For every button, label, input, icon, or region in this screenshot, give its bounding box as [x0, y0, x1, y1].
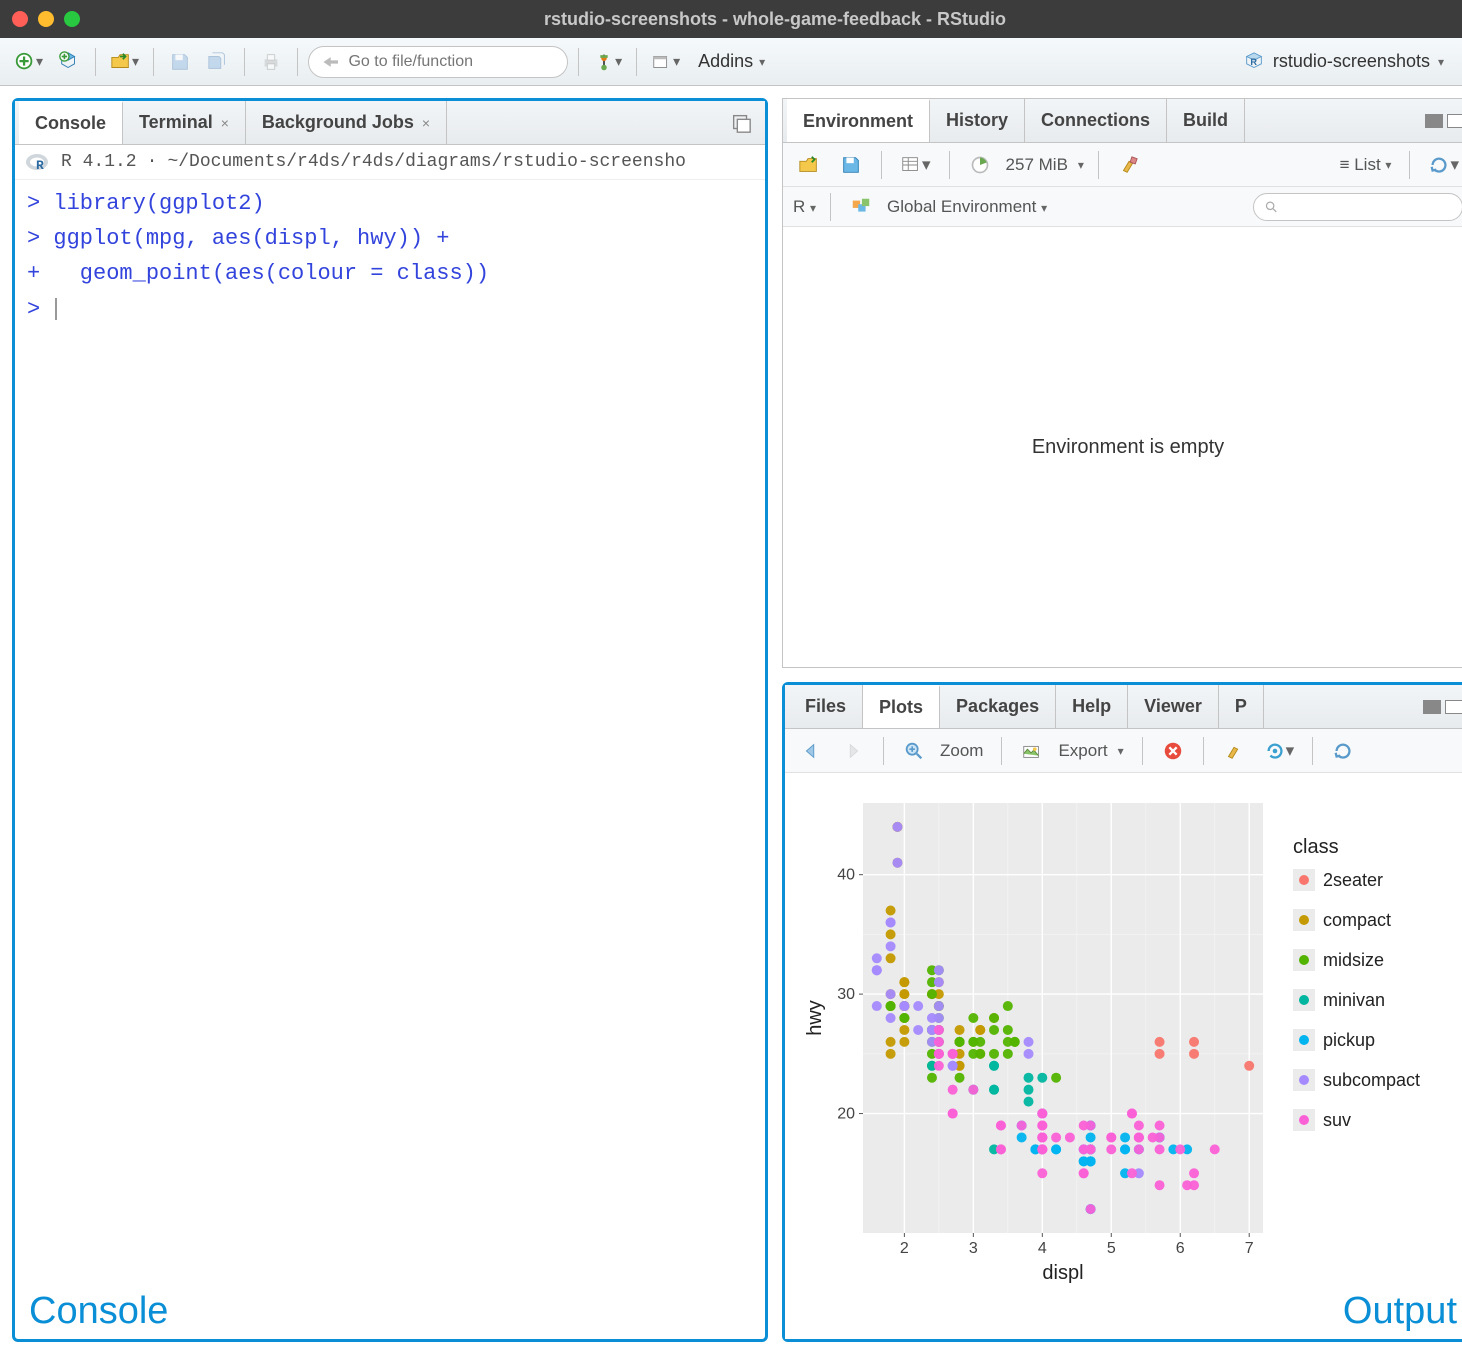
open-file-button[interactable]: ▾	[106, 46, 143, 78]
svg-text:R: R	[1250, 56, 1257, 66]
tab-viewer[interactable]: Viewer	[1128, 685, 1219, 728]
svg-text:2seater: 2seater	[1323, 870, 1383, 890]
env-scope-dropdown[interactable]: Global Environment ▾	[887, 197, 1047, 217]
window-title: rstudio-screenshots - whole-game-feedbac…	[100, 9, 1450, 30]
titlebar: rstudio-screenshots - whole-game-feedbac…	[0, 0, 1462, 38]
console-info-bar: R R 4.1.2 · ~/Documents/r4ds/r4ds/diagra…	[15, 145, 765, 180]
environment-panel: Environment History Connections Build ▾ …	[782, 98, 1462, 668]
plots-panel: Files Plots Packages Help Viewer P Zoom	[782, 682, 1462, 1342]
next-plot-button[interactable]	[837, 735, 869, 767]
main-toolbar: ▾ ▾ ▾ ▾ Addins▾ R rstudio-screenshots▾	[0, 38, 1462, 86]
r-logo-icon: R	[25, 151, 51, 173]
svg-text:30: 30	[837, 986, 855, 1003]
pane-popup-icon[interactable]	[725, 107, 757, 139]
svg-text:midsize: midsize	[1323, 950, 1384, 970]
vcs-button[interactable]: ▾	[589, 46, 626, 78]
console-tabs: Console Terminal× Background Jobs×	[15, 101, 765, 145]
new-file-button[interactable]: ▾	[10, 46, 47, 78]
svg-text:subcompact: subcompact	[1323, 1070, 1420, 1090]
plot-area: 2 3 4 5 6 7 20 30 40 displ hwy class 2seater compact m…	[785, 773, 1462, 1339]
search-icon	[1264, 199, 1279, 215]
svg-text:20: 20	[837, 1106, 855, 1123]
svg-text:displ: displ	[1042, 1262, 1083, 1284]
env-scope-icon	[845, 191, 877, 223]
plots-toolbar: Zoom Export▾ ▾	[785, 729, 1462, 773]
memory-indicator[interactable]	[964, 149, 996, 181]
svg-text:4: 4	[1038, 1240, 1047, 1257]
env-search-input[interactable]	[1253, 193, 1462, 221]
zoom-icon[interactable]	[64, 11, 80, 27]
print-button[interactable]	[255, 46, 287, 78]
goto-icon	[321, 51, 340, 73]
tab-history[interactable]: History	[930, 99, 1025, 142]
tab-build[interactable]: Build	[1167, 99, 1245, 142]
plot-settings-button[interactable]: ▾	[1260, 735, 1299, 767]
svg-text:compact: compact	[1323, 910, 1391, 930]
save-workspace-button[interactable]	[835, 149, 867, 181]
refresh-plot-button[interactable]	[1327, 735, 1359, 767]
svg-text:6: 6	[1176, 1240, 1185, 1257]
refresh-button[interactable]: ▾	[1424, 149, 1462, 181]
svg-text:R: R	[36, 158, 44, 173]
prev-plot-button[interactable]	[795, 735, 827, 767]
svg-text:hwy: hwy	[804, 1001, 826, 1037]
language-dropdown[interactable]: R ▾	[793, 197, 816, 217]
tab-help[interactable]: Help	[1056, 685, 1128, 728]
r-project-icon: R	[1243, 51, 1265, 73]
close-icon[interactable]	[12, 11, 28, 27]
goto-file-input[interactable]	[308, 46, 568, 78]
save-all-button[interactable]	[202, 46, 234, 78]
import-dataset-button[interactable]: ▾	[896, 149, 935, 181]
svg-text:3: 3	[969, 1240, 978, 1257]
tab-environment[interactable]: Environment	[787, 99, 930, 142]
environment-scope-bar: R ▾ Global Environment ▾	[783, 187, 1462, 227]
window-controls	[12, 11, 80, 27]
tab-connections[interactable]: Connections	[1025, 99, 1167, 142]
svg-text:class: class	[1293, 836, 1339, 858]
minimize-icon[interactable]	[38, 11, 54, 27]
environment-tabs: Environment History Connections Build	[783, 99, 1462, 143]
close-icon[interactable]: ×	[422, 115, 430, 131]
plots-tabs: Files Plots Packages Help Viewer P	[785, 685, 1462, 729]
tools-button[interactable]: ▾	[647, 46, 684, 78]
tab-packages[interactable]: Packages	[940, 685, 1056, 728]
console-output[interactable]: > library(ggplot2)> ggplot(mpg, aes(disp…	[15, 180, 765, 1339]
addins-dropdown[interactable]: Addins▾	[690, 51, 773, 72]
tab-console[interactable]: Console	[19, 101, 123, 144]
view-mode-dropdown[interactable]: ≡ List ▾	[1336, 149, 1396, 181]
annotation-console: Console	[29, 1290, 168, 1333]
zoom-button[interactable]	[898, 735, 930, 767]
svg-text:suv: suv	[1323, 1110, 1351, 1130]
svg-text:5: 5	[1107, 1240, 1116, 1257]
pane-layout-icon[interactable]	[1425, 114, 1462, 128]
console-panel: Console Terminal× Background Jobs× R R 4…	[12, 98, 768, 1342]
annotation-output: Output	[1343, 1290, 1457, 1333]
close-icon[interactable]: ×	[221, 115, 229, 131]
project-dropdown[interactable]: R rstudio-screenshots▾	[1235, 51, 1452, 73]
pane-layout-icon[interactable]	[1423, 700, 1462, 714]
environment-body: Environment is empty	[783, 227, 1462, 667]
export-label[interactable]: Export	[1058, 741, 1107, 761]
tab-plots[interactable]: Plots	[863, 685, 940, 728]
tab-files[interactable]: Files	[789, 685, 863, 728]
export-button[interactable]	[1016, 735, 1048, 767]
svg-text:minivan: minivan	[1323, 990, 1385, 1010]
svg-text:2: 2	[900, 1240, 909, 1257]
zoom-label[interactable]: Zoom	[940, 741, 983, 761]
svg-text:7: 7	[1245, 1240, 1254, 1257]
new-project-button[interactable]	[53, 46, 85, 78]
svg-text:pickup: pickup	[1323, 1030, 1375, 1050]
tab-background-jobs[interactable]: Background Jobs×	[246, 101, 447, 144]
svg-text:40: 40	[837, 867, 855, 884]
save-button[interactable]	[164, 46, 196, 78]
environment-toolbar: ▾ 257 MiB▾ ≡ List ▾ ▾	[783, 143, 1462, 187]
remove-plot-button[interactable]	[1157, 735, 1189, 767]
clear-plots-button[interactable]	[1218, 735, 1250, 767]
tab-terminal[interactable]: Terminal×	[123, 101, 246, 144]
load-workspace-button[interactable]	[793, 149, 825, 181]
clear-workspace-button[interactable]	[1113, 149, 1145, 181]
tab-presentation[interactable]: P	[1219, 685, 1264, 728]
